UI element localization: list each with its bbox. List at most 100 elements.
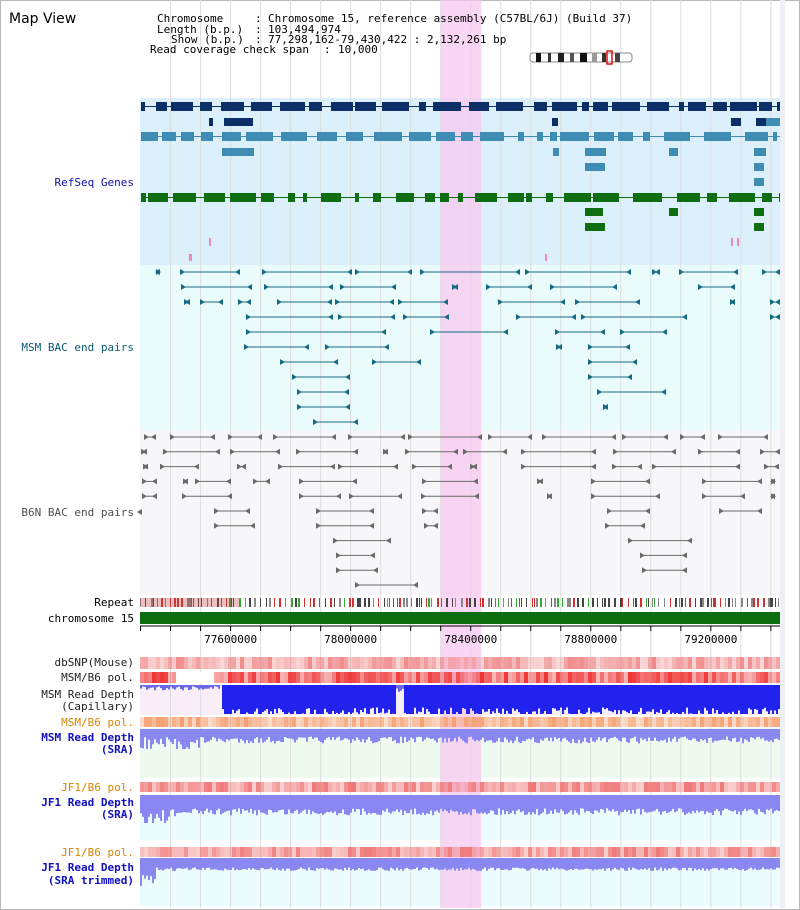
msm-bac-track-label[interactable]: MSM BAC end pairs [21,341,134,354]
jf1-trim-track-label-1[interactable]: JF1 Read Depth [41,861,134,874]
snp-cell [192,782,196,792]
jf1-pol-track-label[interactable]: JF1/B6 pol. [61,781,134,794]
bac-end-left [408,434,413,440]
depth-bar [178,795,180,813]
msm-sra-track-label-1[interactable]: MSM Read Depth [41,731,134,744]
repeat-mark [285,598,286,607]
depth-bar [492,685,494,712]
repeat-track-label[interactable]: Repeat [94,596,134,609]
chromosome-bar[interactable] [140,612,780,624]
depth-bar [678,729,680,739]
bac-end-right [397,493,402,500]
repeat-mark [254,598,256,607]
repeat-mark [231,598,232,607]
gene-exon [222,148,254,156]
depth-bar [682,858,684,869]
refseq-gene-features[interactable] [141,102,780,261]
bac-end-right [194,463,199,470]
depth-bar [746,729,748,741]
depth-bar [208,685,210,689]
chromosome-ideogram[interactable] [529,50,633,65]
snp-cell [372,782,376,792]
snp-cell [756,657,760,669]
depth-bar [522,729,524,741]
repeat-mark [274,598,275,607]
depth-bar [194,685,196,688]
depth-bar [336,729,338,738]
snp-cell [180,782,184,792]
depth-bar [406,858,408,868]
repeat-features[interactable] [140,598,779,607]
depth-bar [614,685,616,710]
snp-cell [400,657,404,669]
depth-bar [564,795,566,815]
depth-bar [242,795,244,810]
b6n-bac-features[interactable] [137,434,780,588]
depth-bar [624,858,626,871]
snp-cell [284,717,288,727]
depth-bar [764,795,766,815]
depth-bar [650,858,652,871]
snp-cell [344,847,348,857]
snp-cell [768,717,772,727]
bac-end-right [655,493,660,500]
bac-end-right [152,493,157,500]
read-depth-tracks[interactable] [140,685,780,886]
depth-bar [670,795,672,812]
depth-bar [370,795,372,814]
bac-end-left [698,284,703,290]
snp-cell [604,657,608,669]
depth-bar [572,795,574,815]
msm-bac-features[interactable] [155,269,780,425]
depth-bar [300,795,302,813]
depth-bar [354,729,356,741]
snp-cell [616,847,620,857]
depth-bar [318,729,320,741]
depth-bar [336,685,338,713]
depth-bar [680,685,682,714]
snp-cell [336,847,340,857]
snp-cell [472,782,476,792]
refseq-track-label[interactable]: RefSeq Genes [55,176,134,189]
snp-cell [252,847,256,857]
repeat-mark [403,598,405,607]
gene-exon [209,118,213,126]
depth-bar [566,685,568,708]
jf1-pol2-track-label[interactable]: JF1/B6 pol. [61,846,134,859]
bac-end-left [498,299,503,305]
jf1-sra-track-label-1[interactable]: JF1 Read Depth [41,796,134,809]
dbsnp-track-label[interactable]: dbSNP(Mouse) [55,656,134,669]
repeat-mark [193,598,194,607]
snp-cell [172,717,176,727]
depth-bar [272,729,274,742]
snp-cell [640,717,644,727]
depth-bar [718,729,720,741]
msm-pol-track-label[interactable]: MSM/B6 pol. [61,671,134,684]
snp-cell [176,847,180,857]
msm-pol2-track-label[interactable]: MSM/B6 pol. [61,716,134,729]
snp-cell [724,717,728,727]
depth-bar [472,858,474,869]
depth-bar [378,858,380,868]
depth-bar [732,729,734,739]
depth-bar [348,795,350,816]
snp-tracks[interactable] [140,657,780,857]
bac-end-right [331,434,336,440]
b6n-bac-track-label[interactable]: B6N BAC end pairs [21,506,134,519]
snp-cell [376,782,380,792]
snp-cell [172,847,176,857]
msm-cap-track-label-2: (Capillary) [61,700,134,713]
depth-bar [726,858,728,870]
chromosome-track-label[interactable]: chromosome 15 [48,612,134,625]
gene-marker [209,238,211,246]
msm-cap-track-label-1[interactable]: MSM Read Depth [41,688,134,701]
bac-end-right [227,493,232,500]
gene-exon [643,132,650,141]
depth-bar [314,858,316,871]
depth-bar [768,729,770,742]
depth-bar [626,795,628,812]
depth-bar [306,729,308,742]
snp-cell [428,782,432,792]
bac-end-right [353,419,358,425]
depth-bar [342,729,344,740]
